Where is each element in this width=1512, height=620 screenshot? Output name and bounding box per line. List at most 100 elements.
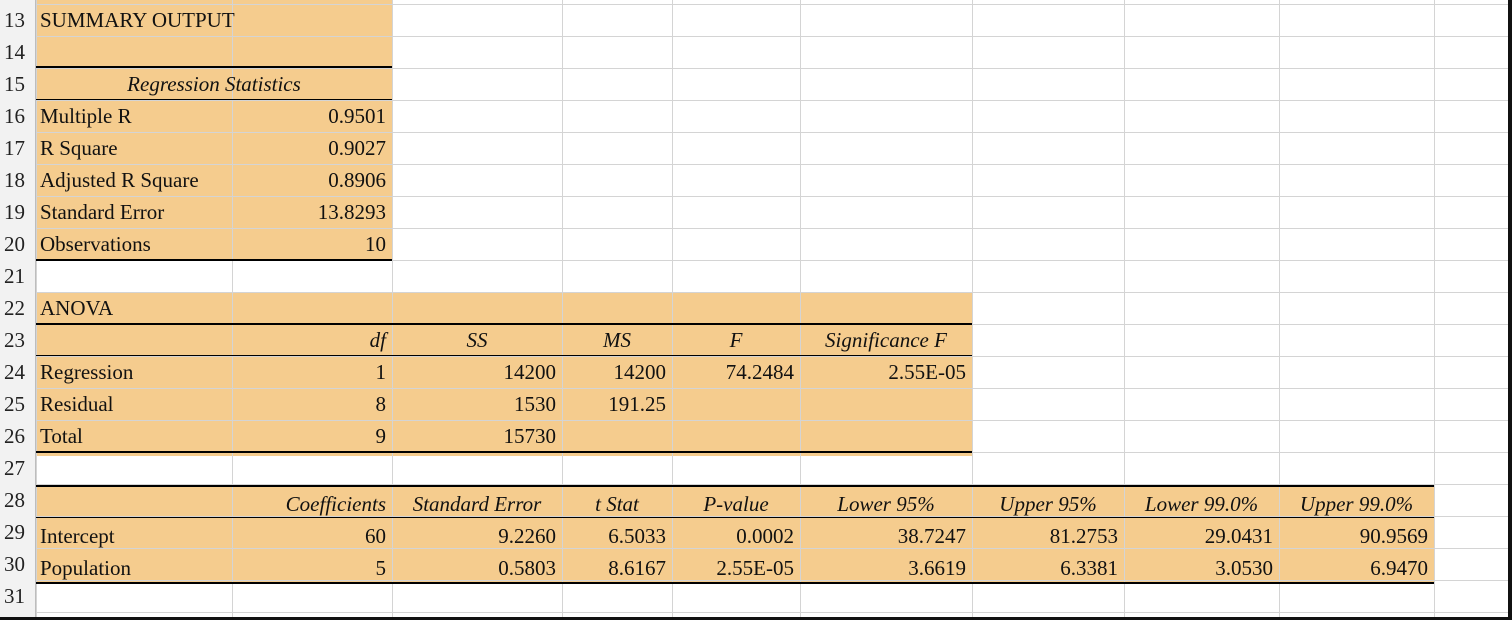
coef-value[interactable]: 6.3381: [1060, 556, 1118, 580]
anova-header-df[interactable]: df: [369, 328, 386, 352]
row-number[interactable]: 29: [4, 520, 25, 544]
gridline-vertical: [36, 0, 37, 620]
anova-title[interactable]: ANOVA: [40, 296, 114, 320]
coef-header-upper-95[interactable]: Upper 95%: [999, 492, 1097, 516]
anova-df[interactable]: 9: [375, 424, 387, 448]
window-edge-right: [1508, 0, 1512, 620]
row-number[interactable]: 14: [4, 40, 25, 64]
coef-header-t-stat[interactable]: t Stat: [595, 492, 639, 516]
anova-ss[interactable]: 15730: [503, 424, 557, 448]
stat-value[interactable]: 10: [365, 232, 386, 256]
anova-row-label[interactable]: Regression: [40, 360, 134, 384]
anova-ms[interactable]: 14200: [613, 360, 667, 384]
gridline-vertical: [972, 0, 973, 620]
coef-header-coefficients[interactable]: Coefficients: [285, 492, 386, 516]
row-number[interactable]: 17: [4, 136, 25, 160]
table-fill: [36, 292, 972, 456]
coef-value[interactable]: 29.0431: [1204, 524, 1273, 548]
table-border: [36, 323, 972, 325]
anova-f[interactable]: 74.2484: [725, 360, 794, 384]
coef-value[interactable]: 38.7247: [897, 524, 966, 548]
anova-row-label[interactable]: Total: [40, 424, 83, 448]
gridline-horizontal: [0, 516, 1512, 517]
anova-header-significance-f[interactable]: Significance F: [825, 328, 947, 352]
row-number[interactable]: 28: [4, 488, 25, 512]
coef-header-standard-error[interactable]: Standard Error: [412, 492, 542, 516]
coef-value[interactable]: 0.5803: [498, 556, 556, 580]
table-fill: [36, 484, 1434, 584]
anova-df[interactable]: 1: [375, 360, 387, 384]
coef-header-lower-95[interactable]: Lower 95%: [837, 492, 935, 516]
coef-value[interactable]: 6.5033: [608, 524, 666, 548]
gridline-horizontal: [0, 292, 1512, 293]
anova-header-ms[interactable]: MS: [603, 328, 631, 352]
table-border: [36, 485, 1434, 487]
stat-label[interactable]: R Square: [40, 136, 118, 160]
stat-value[interactable]: 13.8293: [317, 200, 386, 224]
summary-title[interactable]: SUMMARY OUTPUT: [40, 8, 235, 32]
anova-ss[interactable]: 1530: [514, 392, 556, 416]
table-fill: [36, 0, 392, 260]
stat-label[interactable]: Multiple R: [40, 104, 132, 128]
row-number[interactable]: 21: [4, 264, 25, 288]
row-number[interactable]: 23: [4, 328, 25, 352]
gridline-horizontal: [0, 164, 1512, 165]
gridline-horizontal: [0, 260, 1512, 261]
coef-value[interactable]: 6.9470: [1370, 556, 1428, 580]
coef-value[interactable]: 90.9569: [1359, 524, 1428, 548]
stat-label[interactable]: Adjusted R Square: [40, 168, 199, 192]
coef-value[interactable]: 81.2753: [1049, 524, 1118, 548]
table-border: [36, 355, 972, 356]
gridline-vertical: [1124, 0, 1125, 620]
gridline-horizontal: [0, 132, 1512, 133]
gridline-horizontal: [0, 388, 1512, 389]
coef-header-lower-99[interactable]: Lower 99.0%: [1144, 492, 1259, 516]
anova-df[interactable]: 8: [375, 392, 387, 416]
coef-value[interactable]: 3.0530: [1215, 556, 1273, 580]
regression-statistics-header[interactable]: Regression Statistics: [127, 72, 301, 96]
row-number[interactable]: 20: [4, 232, 25, 256]
window-edge-bottom: [0, 617, 1512, 620]
row-number[interactable]: 16: [4, 104, 25, 128]
row-number[interactable]: 13: [4, 8, 25, 32]
coef-header-p-value[interactable]: P-value: [703, 492, 769, 516]
stat-value[interactable]: 0.9027: [328, 136, 386, 160]
coef-row-label[interactable]: Population: [40, 556, 132, 580]
anova-row-label[interactable]: Residual: [40, 392, 114, 416]
anova-significance-f[interactable]: 2.55E-05: [888, 360, 966, 384]
table-border: [36, 582, 1434, 584]
table-border: [36, 99, 392, 100]
stat-value[interactable]: 0.9501: [328, 104, 386, 128]
row-number[interactable]: 27: [4, 456, 25, 480]
row-number[interactable]: 30: [4, 552, 25, 576]
row-number[interactable]: 22: [4, 296, 25, 320]
row-number[interactable]: 18: [4, 168, 25, 192]
coef-value[interactable]: 60: [365, 524, 386, 548]
anova-header-f[interactable]: F: [729, 328, 743, 352]
coef-value[interactable]: 3.6619: [908, 556, 966, 580]
table-border: [36, 451, 972, 453]
anova-header-ss[interactable]: SS: [466, 328, 488, 352]
stat-label[interactable]: Observations: [40, 232, 151, 256]
row-number[interactable]: 24: [4, 360, 25, 384]
row-number[interactable]: 19: [4, 200, 25, 224]
row-number[interactable]: 25: [4, 392, 25, 416]
row-number[interactable]: 31: [4, 584, 25, 608]
row-number[interactable]: 15: [4, 72, 25, 96]
coef-value[interactable]: 9.2260: [498, 524, 556, 548]
row-number[interactable]: 26: [4, 424, 25, 448]
coef-value[interactable]: 8.6167: [608, 556, 666, 580]
anova-ms[interactable]: 191.25: [608, 392, 666, 416]
gridline-vertical: [800, 0, 801, 620]
row-header-column[interactable]: [0, 0, 36, 620]
coef-value[interactable]: 2.55E-05: [716, 556, 794, 580]
stat-label[interactable]: Standard Error: [40, 200, 165, 224]
stat-value[interactable]: 0.8906: [328, 168, 386, 192]
coef-header-upper-99[interactable]: Upper 99.0%: [1299, 492, 1414, 516]
anova-ss[interactable]: 14200: [503, 360, 557, 384]
coef-value[interactable]: 0.0002: [736, 524, 794, 548]
table-border: [36, 517, 1434, 518]
coef-row-label[interactable]: Intercept: [40, 524, 115, 548]
coef-value[interactable]: 5: [375, 556, 387, 580]
